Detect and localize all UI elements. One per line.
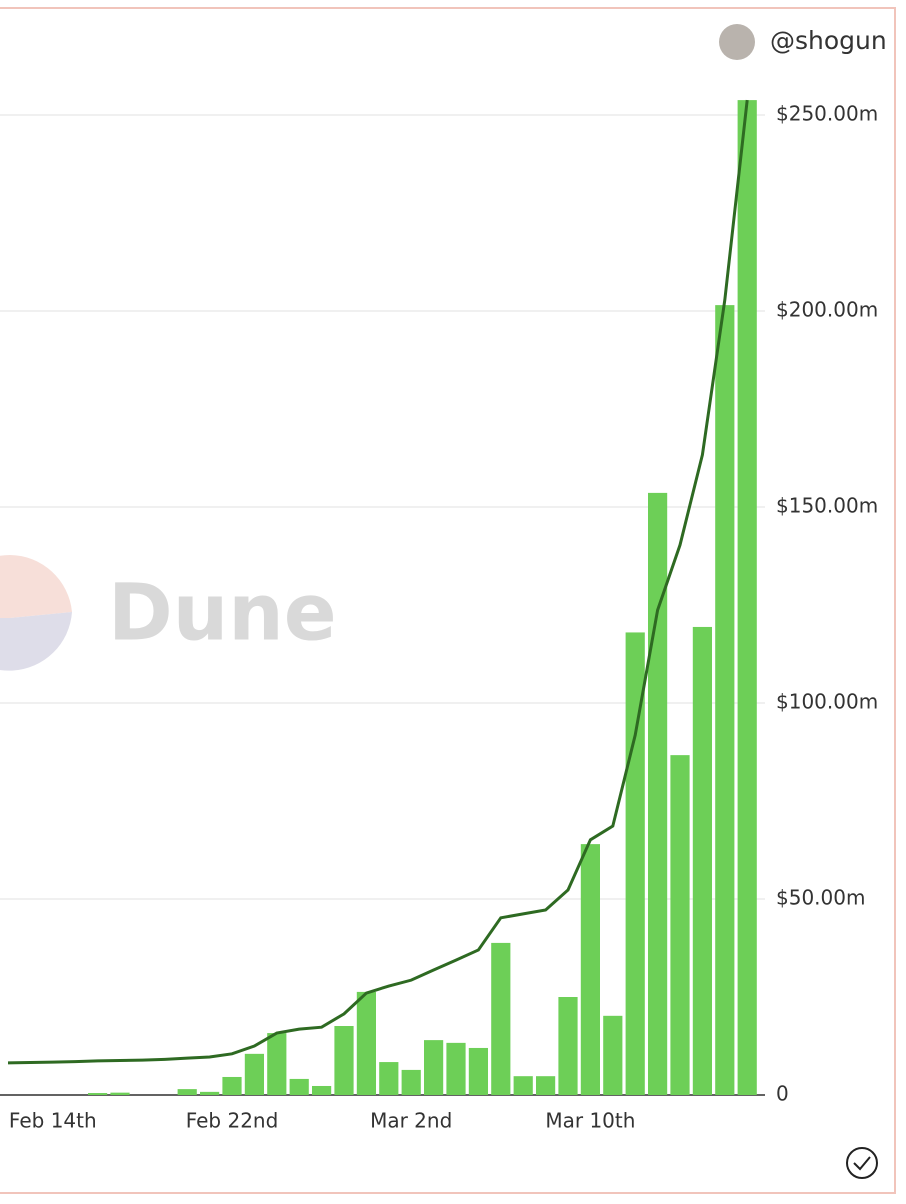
y-tick-label: 0 [776,1082,789,1106]
x-tick-label: Feb 14th [9,1109,97,1133]
bar [513,1076,533,1095]
bar [536,1076,556,1095]
bar [312,1085,332,1095]
bar [491,942,511,1095]
y-tick-label: $150.00m [776,494,878,518]
author: @shogun [770,26,887,55]
bar [715,305,735,1095]
y-tick-label: $250.00m [776,102,878,126]
bar [580,844,600,1095]
bar [379,1062,399,1095]
line [7,99,749,1065]
bar [692,626,712,1095]
x-tick-label: Mar 10th [545,1109,635,1133]
bar [648,492,668,1095]
bar [401,1069,421,1095]
x-tick-label: Mar 2nd [370,1109,452,1133]
bar [625,632,645,1095]
x-tick-label: Feb 22nd [186,1109,279,1133]
bar [244,1053,264,1095]
bar [468,1047,488,1095]
y-tick-label: $100.00m [776,690,878,714]
bar [558,997,578,1095]
bar [267,1033,287,1095]
bar [88,1093,108,1095]
bar [110,1092,130,1095]
y-tick-label: $200.00m [776,298,878,322]
bar [670,755,690,1095]
bar [603,1015,623,1095]
bar [177,1089,197,1095]
bar [356,991,376,1095]
watermark-logo [0,555,72,671]
check-icon[interactable] [846,1147,878,1179]
watermark: Dune [108,568,337,658]
bar [446,1042,466,1095]
bar [737,100,757,1095]
bar [222,1076,242,1095]
avatar [719,24,755,60]
bar [200,1091,220,1095]
bar [289,1078,309,1095]
bar [334,1026,354,1095]
bar [424,1040,444,1095]
y-tick-label: $50.00m [776,886,865,910]
